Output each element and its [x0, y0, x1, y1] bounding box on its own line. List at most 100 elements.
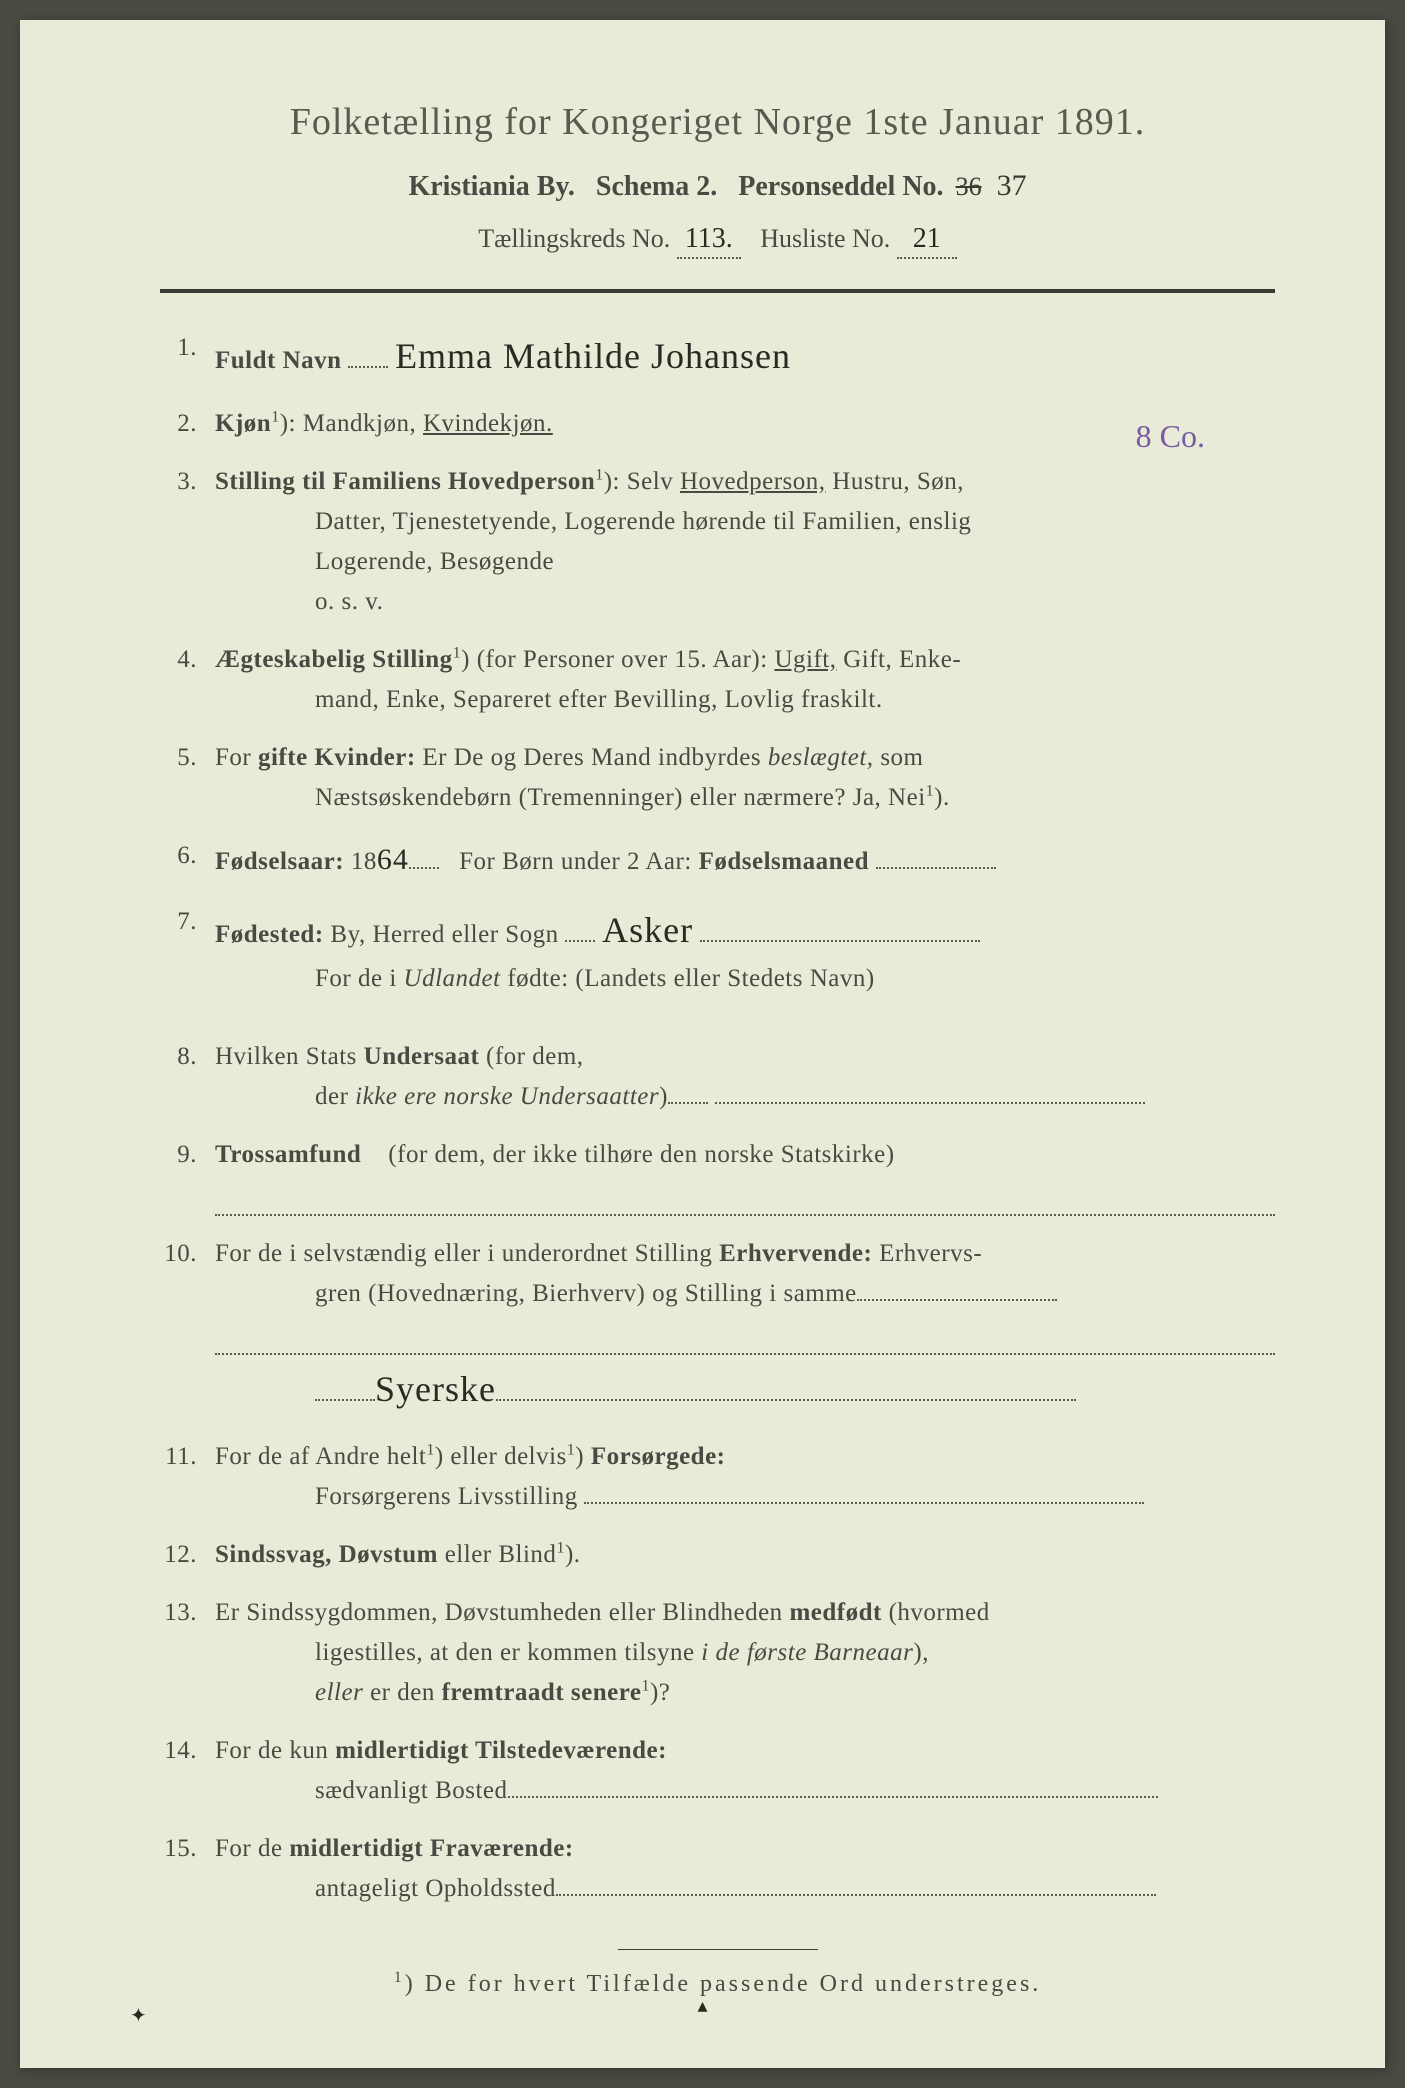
item-2-sup: 1	[271, 408, 280, 425]
item-15-num: 15.	[160, 1829, 215, 1909]
item-3-l1a: ): Selv	[604, 468, 680, 495]
item-5: 5. For gifte Kvinder: Er De og Deres Man…	[160, 738, 1275, 818]
item-13-l2b: i de første Barneaar	[701, 1639, 913, 1666]
item-10: 10. For de i selvstændig eller i underor…	[160, 1234, 1275, 1419]
item-12-label: Sindssvag, Døvstum	[215, 1541, 438, 1568]
item-9-text: (for dem, der ikke tilhøre den norske St…	[388, 1141, 894, 1168]
ps-no: 37	[997, 169, 1027, 202]
item-3-label: Stilling til Familiens Hovedperson	[215, 468, 595, 495]
item-10-l1c: Erhvervs-	[872, 1240, 982, 1267]
census-form-page: Folketælling for Kongeriget Norge 1ste J…	[20, 20, 1385, 2068]
item-8-l2b: ikke ere norske Undersaatter	[355, 1083, 659, 1110]
item-11-l1a: For de af Andre helt	[215, 1443, 426, 1470]
item-4-u: Ugift,	[774, 646, 836, 673]
item-6-suffix-bold: Fødselsmaaned	[699, 848, 869, 875]
item-13-l3d: )?	[650, 1679, 670, 1706]
item-3-num: 3.	[160, 462, 215, 622]
item-7: 7. Fødested: By, Herred eller Sogn Asker…	[160, 902, 1275, 1000]
item-4-l1b: Gift, Enke-	[836, 646, 961, 673]
item-8-l1a: Hvilken Stats	[215, 1043, 364, 1070]
item-11-l2: Forsørgerens Livsstilling	[315, 1483, 578, 1510]
item-13-l1b: medfødt	[789, 1599, 881, 1626]
item-2: 2. Kjøn1): Mandkjøn, Kvindekjøn.	[160, 404, 1275, 444]
item-6: 6. Fødselsaar: 1864 For Børn under 2 Aar…	[160, 836, 1275, 884]
item-8-l2c: )	[659, 1083, 668, 1110]
item-10-l1b: Erhvervende:	[719, 1240, 872, 1267]
item-5-num: 5.	[160, 738, 215, 818]
item-11-l1d: Forsørgede:	[591, 1443, 726, 1470]
kreds-label: Tællingskreds No.	[478, 224, 670, 253]
item-13-l3b: er den	[363, 1679, 441, 1706]
item-11-num: 11.	[160, 1437, 215, 1517]
item-6-label: Fødselsaar:	[215, 848, 344, 875]
item-7-l2c: fødte: (Landets eller Stedets Navn)	[501, 965, 875, 992]
ps-no-strike: 36	[956, 172, 982, 201]
item-15-l1b: midlertidigt Fraværende:	[289, 1835, 573, 1862]
item-9-num: 9.	[160, 1135, 215, 1216]
item-4-l1a: ) (for Personer over 15. Aar):	[461, 646, 774, 673]
item-14: 14. For de kun midlertidigt Tilstedevære…	[160, 1731, 1275, 1811]
husliste-label: Husliste No.	[760, 224, 890, 253]
item-5-l2a: Næstsøskendebørn (Tremenninger) eller næ…	[315, 784, 926, 811]
item-4-l2: mand, Enke, Separeret efter Bevilling, L…	[215, 680, 1275, 720]
city-label: Kristiania By.	[408, 171, 574, 202]
item-12: 12. Sindssvag, Døvstum eller Blind1).	[160, 1535, 1275, 1575]
item-5-l1b: gifte Kvinder:	[258, 744, 416, 771]
item-11-l1b: ) eller delvis	[435, 1443, 567, 1470]
item-11: 11. For de af Andre helt1) eller delvis1…	[160, 1437, 1275, 1517]
item-1: 1. Fuldt Navn Emma Mathilde Johansen	[160, 328, 1275, 386]
item-12-sup: 1	[556, 1539, 565, 1556]
item-13-l3a: eller	[315, 1679, 363, 1706]
item-10-l2: gren (Hovednæring, Bierhverv) og Stillin…	[315, 1280, 857, 1307]
personseddel-label: Personseddel No.	[738, 171, 943, 202]
item-4-num: 4.	[160, 640, 215, 720]
item-13-sup: 1	[641, 1677, 650, 1694]
item-13-l3c: fremtraadt senere	[442, 1679, 642, 1706]
purple-annotation: 8 Co.	[1136, 418, 1205, 455]
item-2-num: 2.	[160, 404, 215, 444]
item-10-l1a: For de i selvstændig eller i underordnet…	[215, 1240, 719, 1267]
item-13-l2c: ),	[913, 1639, 929, 1666]
item-14-l1b: midlertidigt Tilstedeværende:	[335, 1737, 667, 1764]
item-5-l1a: For	[215, 744, 258, 771]
item-8: 8. Hvilken Stats Undersaat (for dem, der…	[160, 1037, 1275, 1117]
footnote-sup: 1	[394, 1969, 405, 1986]
footnote: 1) De for hvert Tilfælde passende Ord un…	[160, 1969, 1275, 1998]
item-13-num: 13.	[160, 1593, 215, 1713]
item-3-l1u: Hovedperson,	[680, 468, 826, 495]
item-2-underlined: Kvindekjøn.	[423, 410, 553, 437]
item-10-num: 10.	[160, 1234, 215, 1419]
item-5-l2b: ).	[934, 784, 950, 811]
item-15-l1a: For de	[215, 1835, 289, 1862]
item-7-l2b: Udlandet	[404, 965, 501, 992]
item-1-num: 1.	[160, 328, 215, 386]
item-14-l2: sædvanligt Bosted	[315, 1777, 508, 1804]
item-8-l2a: der	[315, 1083, 355, 1110]
mark-center: ▴	[697, 1993, 707, 2018]
item-6-num: 6.	[160, 836, 215, 884]
item-5-l1c: Er De og Deres Mand indbyrdes	[416, 744, 768, 771]
form-title: Folketælling for Kongeriget Norge 1ste J…	[160, 100, 1275, 144]
subtitle-row: Kristiania By. Schema 2. Personseddel No…	[160, 169, 1275, 203]
item-7-value: Asker	[602, 910, 693, 950]
item-7-label: Fødested:	[215, 921, 324, 948]
kreds-no: 113.	[685, 223, 733, 254]
item-5-l1d: beslægtet,	[768, 744, 874, 771]
item-14-l1a: For de kun	[215, 1737, 335, 1764]
item-12-t2: ).	[565, 1541, 581, 1568]
item-8-num: 8.	[160, 1037, 215, 1117]
item-13-l1a: Er Sindssygdommen, Døvstumheden eller Bl…	[215, 1599, 789, 1626]
item-14-num: 14.	[160, 1731, 215, 1811]
form-header: Folketælling for Kongeriget Norge 1ste J…	[160, 100, 1275, 259]
item-1-value: Emma Mathilde Johansen	[395, 336, 791, 376]
item-3-l3: Logerende, Besøgende	[215, 542, 1275, 582]
item-3-l4: o. s. v.	[215, 582, 1275, 622]
item-2-text: ): Mandkjøn,	[280, 410, 423, 437]
footnote-text: ) De for hvert Tilfælde passende Ord und…	[405, 1971, 1042, 1997]
item-11-sup1: 1	[426, 1441, 435, 1458]
header-divider	[160, 289, 1275, 293]
item-8-l1c: (for dem,	[479, 1043, 583, 1070]
item-2-label: Kjøn	[215, 410, 271, 437]
item-12-t1: eller Blind	[438, 1541, 556, 1568]
item-11-l1c: )	[575, 1443, 591, 1470]
